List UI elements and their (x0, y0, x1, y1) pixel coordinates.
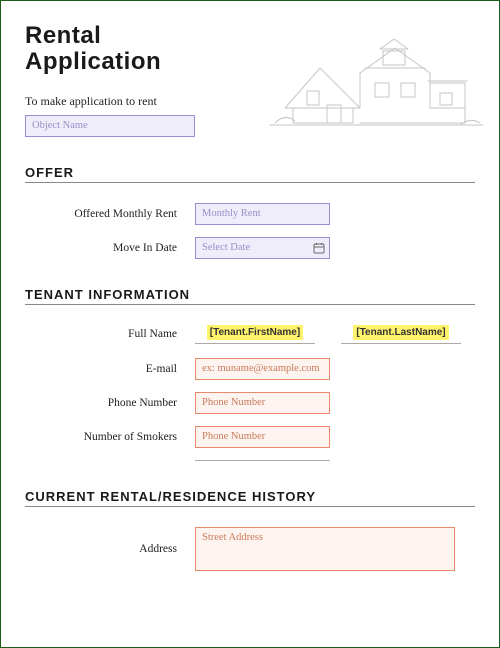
move-in-placeholder: Select Date (202, 242, 250, 253)
move-in-row: Move In Date Select Date (25, 237, 475, 259)
smokers-input[interactable]: Phone Number (195, 426, 330, 448)
email-row: E-mail ex: muname@example.com (25, 358, 475, 380)
object-name-input[interactable]: Object Name (25, 115, 195, 137)
phone-label: Phone Number (25, 397, 195, 409)
section-history-heading: CURRENT RENTAL/RESIDENCE HISTORY (25, 489, 475, 507)
move-in-label: Move In Date (25, 242, 195, 254)
phone-input[interactable]: Phone Number (195, 392, 330, 414)
header: Rental Application (25, 23, 475, 76)
section-tenant-heading: TENANT INFORMATION (25, 287, 475, 305)
email-label: E-mail (25, 363, 195, 375)
full-name-row: Full Name [Tenant.FirstName] [Tenant.Las… (25, 325, 475, 344)
last-name-token[interactable]: [Tenant.LastName] (353, 325, 448, 340)
email-placeholder: ex: muname@example.com (202, 363, 320, 374)
calendar-icon (313, 242, 325, 254)
first-name-token[interactable]: [Tenant.FirstName] (207, 325, 303, 340)
section-offer-heading: OFFER (25, 165, 475, 183)
object-name-placeholder: Object Name (32, 120, 88, 131)
smokers-row: Number of Smokers Phone Number (25, 426, 475, 448)
full-name-label: Full Name (25, 328, 195, 340)
smokers-placeholder: Phone Number (202, 431, 265, 442)
email-input[interactable]: ex: muname@example.com (195, 358, 330, 380)
address-label: Address (25, 527, 195, 555)
rental-application-form: Rental Application (1, 1, 499, 605)
address-row: Address Street Address (25, 527, 475, 571)
offered-rent-row: Offered Monthly Rent Monthly Rent (25, 203, 475, 225)
address-input[interactable]: Street Address (195, 527, 455, 571)
phone-row: Phone Number Phone Number (25, 392, 475, 414)
smokers-label: Number of Smokers (25, 431, 195, 443)
house-illustration (265, 13, 485, 133)
offered-rent-input[interactable]: Monthly Rent (195, 203, 330, 225)
move-in-date-input[interactable]: Select Date (195, 237, 330, 259)
phone-placeholder: Phone Number (202, 397, 265, 408)
address-placeholder: Street Address (202, 532, 263, 543)
offered-rent-placeholder: Monthly Rent (202, 208, 261, 219)
offered-rent-label: Offered Monthly Rent (25, 208, 195, 220)
